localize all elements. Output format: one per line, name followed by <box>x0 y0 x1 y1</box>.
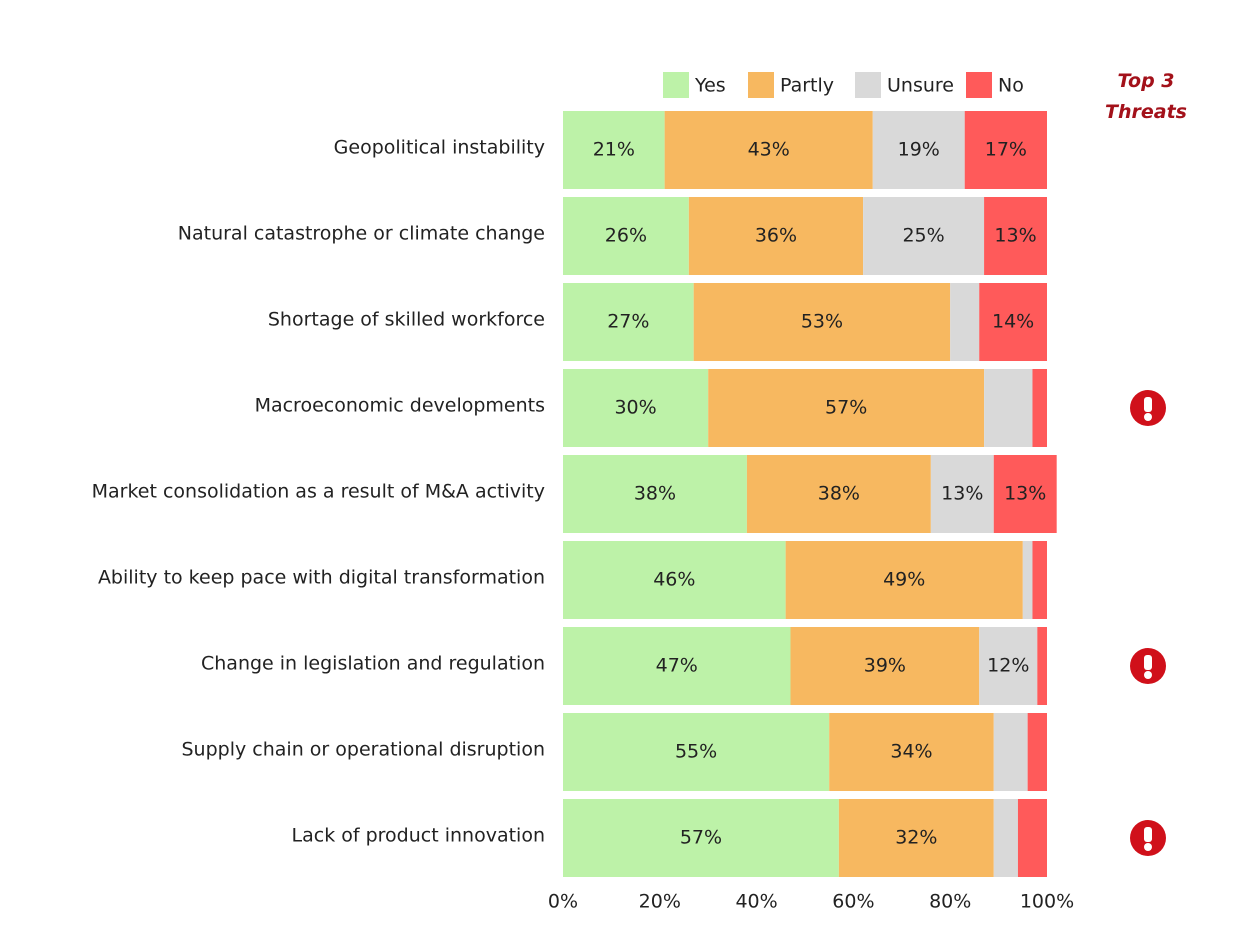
value-label: 19% <box>898 139 940 161</box>
x-tick-label: 100% <box>1020 891 1074 913</box>
value-label: 36% <box>755 225 797 247</box>
category-label: Ability to keep pace with digital transf… <box>98 567 545 589</box>
value-label: 55% <box>675 741 717 763</box>
x-tick-label: 40% <box>735 891 777 913</box>
bar-segment <box>838 799 994 877</box>
bar-segment <box>693 283 951 361</box>
category-label: Lack of product innovation <box>292 825 545 847</box>
bar-segment <box>1037 627 1047 705</box>
value-label: 39% <box>864 655 906 677</box>
threat-icon-bar <box>1144 827 1152 842</box>
bar-segment <box>708 369 985 447</box>
value-label: 17% <box>985 139 1027 161</box>
value-label: 14% <box>992 311 1034 333</box>
bar-segment <box>790 627 980 705</box>
value-label: 30% <box>614 397 656 419</box>
bar-segment <box>1027 713 1047 791</box>
value-label: 32% <box>895 827 937 849</box>
bar-segment <box>785 541 1023 619</box>
category-label: Natural catastrophe or climate change <box>178 223 545 245</box>
value-label: 26% <box>605 225 647 247</box>
value-label: 43% <box>748 139 790 161</box>
bar-segment <box>964 111 1047 189</box>
threat-icon-dot <box>1144 413 1152 421</box>
bar-segment <box>563 455 747 533</box>
bar-segment <box>993 713 1028 791</box>
category-label: Shortage of skilled workforce <box>268 309 545 331</box>
bar-segment <box>664 111 873 189</box>
category-label: Supply chain or operational disruption <box>182 739 546 761</box>
threat-icon-dot <box>1144 843 1152 851</box>
bar-segment <box>984 369 1033 447</box>
bar-segment <box>979 627 1038 705</box>
value-label: 13% <box>1004 483 1046 505</box>
bar-segment <box>746 455 931 533</box>
category-label: Macroeconomic developments <box>255 395 545 417</box>
legend-swatch <box>855 72 881 98</box>
value-label: 25% <box>902 225 944 247</box>
value-label: 47% <box>656 655 698 677</box>
bar-segment <box>563 197 689 275</box>
x-tick-label: 0% <box>548 891 578 913</box>
category-label: Geopolitical instability <box>334 137 545 159</box>
bar-segment <box>1017 799 1047 877</box>
value-label: 38% <box>818 483 860 505</box>
bar-segment <box>993 799 1018 877</box>
bar-segment <box>563 541 786 619</box>
value-label: 21% <box>593 139 635 161</box>
bar-segment <box>829 713 994 791</box>
bar-segment <box>563 799 839 877</box>
bar-segment <box>984 197 1047 275</box>
legend-label: Yes <box>694 75 726 97</box>
x-tick-label: 80% <box>929 891 971 913</box>
bar-segment <box>1032 369 1047 447</box>
bar-segment <box>563 111 665 189</box>
bar-segment <box>863 197 985 275</box>
bar-segment <box>563 369 709 447</box>
bar-segment <box>950 283 980 361</box>
value-label: 13% <box>994 225 1036 247</box>
legend-label: Unsure <box>887 75 954 97</box>
bar-segment <box>563 713 830 791</box>
x-tick-label: 60% <box>832 891 874 913</box>
bar-segment <box>1032 541 1047 619</box>
value-label: 34% <box>890 741 932 763</box>
legend-swatch <box>748 72 774 98</box>
value-label: 12% <box>987 655 1029 677</box>
value-label: 27% <box>607 311 649 333</box>
bar-segment <box>1022 541 1033 619</box>
category-label: Market consolidation as a result of M&A … <box>92 481 545 503</box>
legend-label: Partly <box>780 75 834 97</box>
value-label: 49% <box>883 569 925 591</box>
bar-segment <box>563 627 791 705</box>
value-label: 46% <box>653 569 695 591</box>
threat-icon-bar <box>1144 655 1152 670</box>
threat-icon-dot <box>1144 671 1152 679</box>
bar-segment <box>993 455 1057 533</box>
threat-icon-bar <box>1144 397 1152 412</box>
value-label: 53% <box>801 311 843 333</box>
category-label: Change in legislation and regulation <box>201 653 545 675</box>
value-label: 57% <box>680 827 722 849</box>
legend-swatch <box>966 72 992 98</box>
legend-label: No <box>998 75 1024 97</box>
annotation: Top 3 Threats <box>1105 70 1187 123</box>
bar-segment <box>979 283 1047 361</box>
bar-segment <box>930 455 994 533</box>
bar-segment <box>688 197 864 275</box>
value-label: 38% <box>634 483 676 505</box>
x-tick-label: 20% <box>639 891 681 913</box>
legend-swatch <box>663 72 689 98</box>
bar-segment <box>563 283 694 361</box>
value-label: 57% <box>825 397 867 419</box>
value-label: 13% <box>941 483 983 505</box>
bar-segment <box>872 111 965 189</box>
